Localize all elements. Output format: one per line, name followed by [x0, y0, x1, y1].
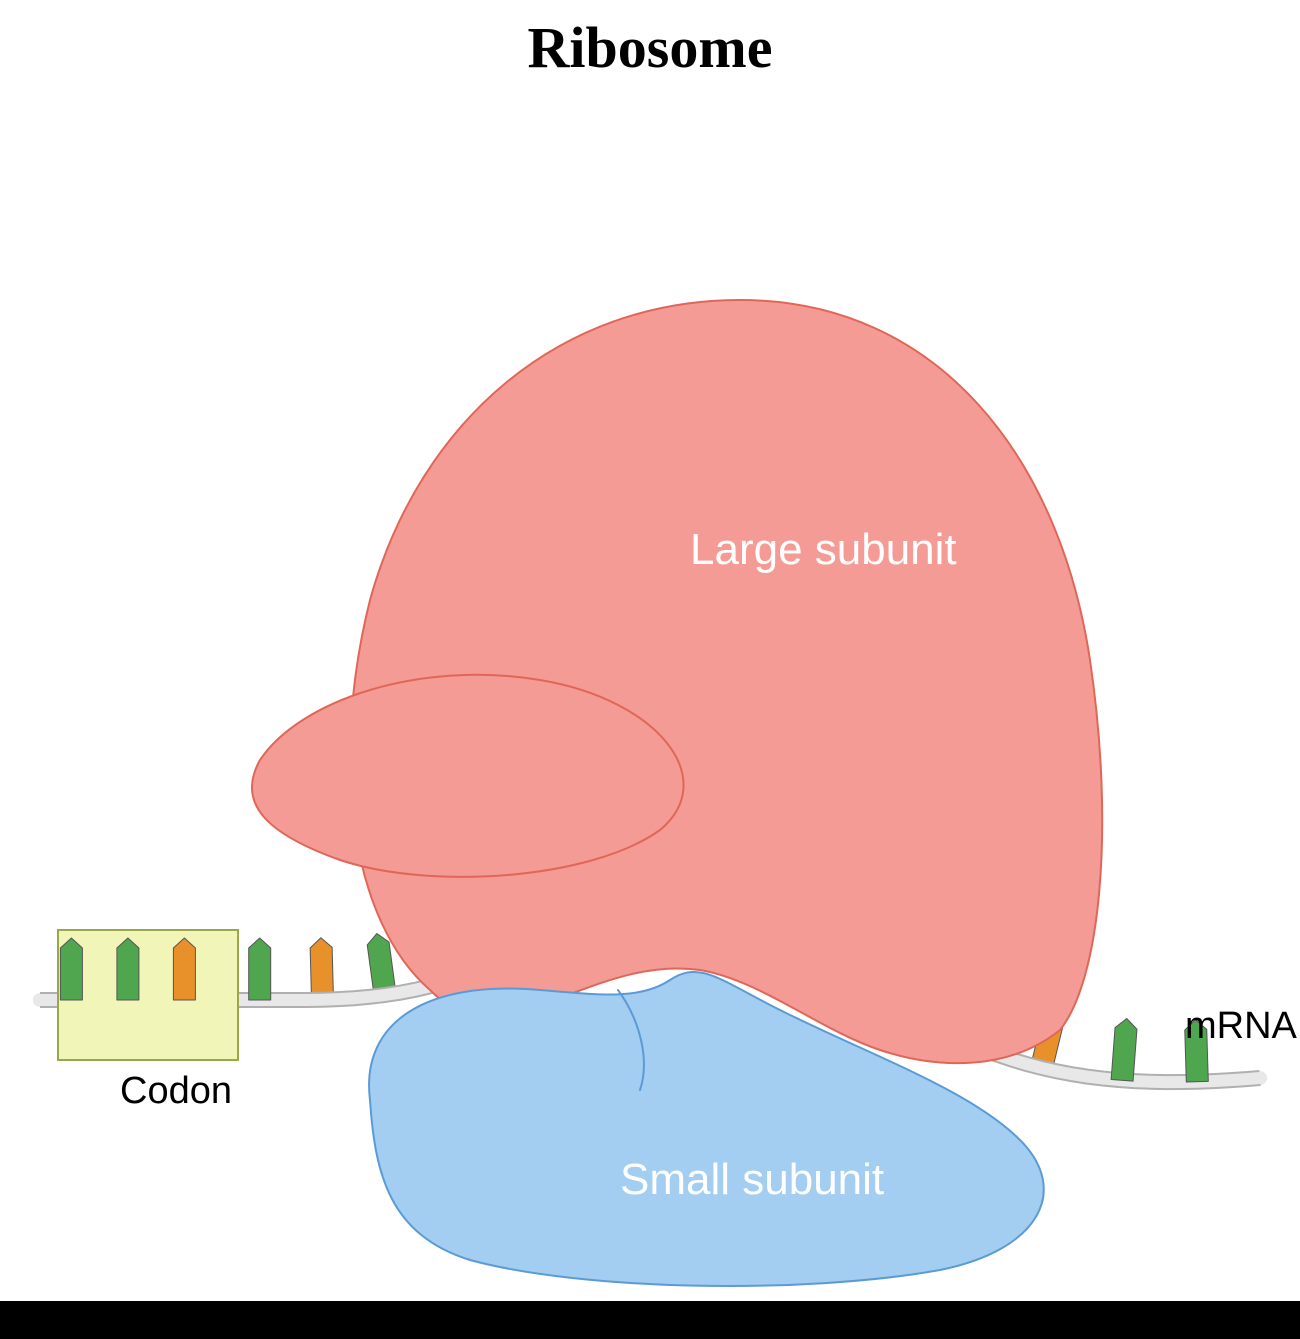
codon-label: Codon: [120, 1070, 232, 1113]
nucleotide: [117, 938, 139, 1000]
diagram-svg: [0, 0, 1300, 1339]
nucleotide: [60, 938, 82, 1000]
nucleotide: [249, 938, 271, 1000]
codon-box: [58, 930, 238, 1060]
nucleotide: [1111, 1018, 1138, 1081]
large-subunit-lobe: [252, 675, 684, 877]
small-subunit-label: Small subunit: [620, 1155, 884, 1205]
diagram-stage: Ribosome Large subunit Small subunit mRN…: [0, 0, 1300, 1339]
nucleotide: [310, 937, 334, 1000]
footer-bar: [0, 1301, 1300, 1339]
mrna-label: mRNA: [1185, 1005, 1297, 1048]
nucleotide: [173, 938, 195, 1000]
large-subunit-label: Large subunit: [690, 525, 957, 575]
